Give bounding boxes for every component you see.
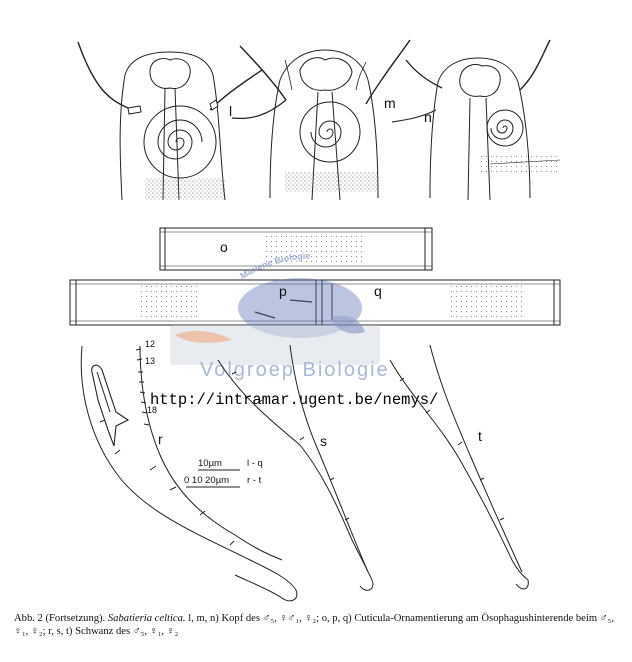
panel-label-r: r (158, 431, 163, 447)
tail-drawing-t (389, 344, 529, 590)
dotted-band-m (285, 172, 377, 192)
caption-prefix: Abb. 2 (Fortsetzung). (14, 613, 106, 624)
head-drawing-l (77, 41, 263, 201)
dotted-field-o (262, 232, 362, 266)
panel-label-s: s (320, 433, 327, 449)
tick-label-13: 13 (145, 356, 155, 366)
cuticle-strip-pq (69, 279, 561, 326)
dotted-band-l (145, 178, 225, 200)
scale-top-value: 10µm (198, 458, 222, 469)
panel-label-n: n (424, 109, 432, 125)
dotted-field-q (450, 286, 525, 320)
watermark-url: http://intramar.ugent.be/nemys/ (150, 391, 438, 409)
caption-text: l, m, n) Kopf des ♂₅, ♀♂₁, ♀₂; o, p, q) … (14, 613, 614, 637)
caption-species: Sabatieria celtica. (107, 613, 186, 624)
tail-drawing-s (217, 344, 374, 591)
scale-bottom-range: r - t (247, 475, 262, 486)
tail-drawing-r (80, 345, 298, 602)
panel-label-o: o (220, 239, 228, 255)
dotted-field-p (140, 286, 200, 320)
panel-label-p: p (279, 283, 287, 299)
tick-label-12: 12 (145, 339, 155, 349)
tick-label-18: 18 (147, 405, 157, 415)
scale-bottom-value: 0 10 20µm (184, 475, 229, 486)
figure-caption: Abb. 2 (Fortsetzung). Sabatieria celtica… (14, 612, 620, 638)
scale-bars: 10µm l - q 0 10 20µm r - t (184, 458, 263, 488)
panel-label-t: t (478, 428, 482, 444)
scale-top-range: l - q (247, 458, 263, 469)
dotted-band-n (480, 156, 558, 172)
head-drawing-m (231, 39, 411, 201)
panel-label-m: m (384, 95, 396, 111)
head-drawing-n (391, 39, 561, 201)
watermark-main-text: Volgroep Biologie (200, 359, 390, 381)
panel-label-l: l (229, 103, 232, 119)
panel-label-q: q (374, 283, 382, 299)
